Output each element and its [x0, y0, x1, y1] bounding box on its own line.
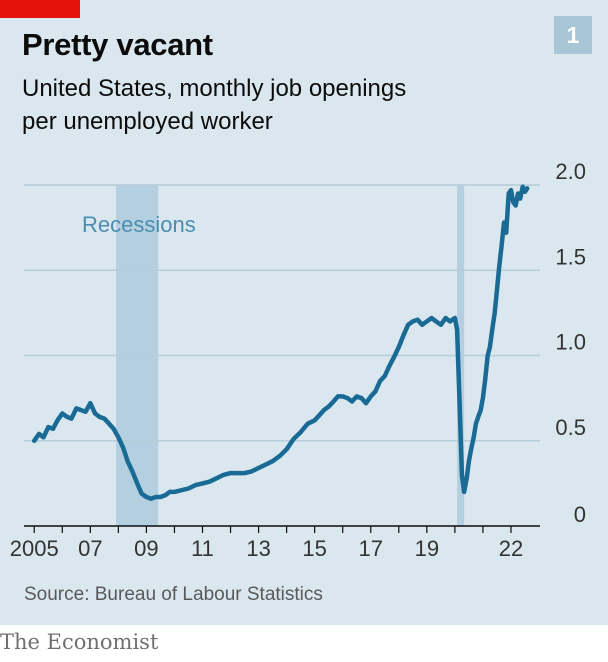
source-note: Source: Bureau of Labour Statistics: [24, 584, 323, 605]
annotation-label: Recessions: [82, 212, 196, 237]
series-line: [31, 184, 530, 501]
brand-tag: [0, 0, 80, 18]
chart-number-badge: 1: [554, 16, 592, 54]
x-tick-label: 15: [302, 536, 326, 561]
x-tick-label: 22: [499, 536, 523, 561]
chart-title: Pretty vacant: [22, 27, 213, 62]
x-tick-label: 19: [415, 536, 439, 561]
x-tick-label: 17: [359, 536, 383, 561]
y-tick-label: 1.0: [555, 330, 586, 355]
chart-card: Pretty vacant 1 United States, monthly j…: [0, 0, 608, 625]
subtitle-line: United States, monthly job openings: [22, 75, 407, 102]
publisher-logo: The Economist: [0, 630, 159, 654]
x-tick-label: 07: [78, 536, 102, 561]
x-tick-label: 2005: [10, 536, 59, 561]
y-tick-label: 2.0: [555, 159, 586, 184]
y-tick-label: 0: [574, 502, 586, 527]
y-tick-label: 1.5: [555, 244, 586, 269]
x-tick-label: 09: [134, 536, 158, 561]
subtitle-line: per unemployed worker: [22, 108, 273, 135]
gridlines: [24, 184, 540, 442]
x-axis: 2005 07 09 11 13 15 17 19 22: [10, 525, 540, 561]
x-tick-label: 13: [246, 536, 270, 561]
chart-subtitle: United States, monthly job openings per …: [22, 72, 482, 138]
annotations: Recessions: [82, 212, 196, 237]
x-tick-label: 11: [191, 536, 214, 561]
y-tick-label: 0.5: [555, 415, 586, 440]
y-axis-labels: 0 0.5 1.0 1.5 2.0: [555, 159, 586, 527]
series-line-path: [31, 184, 530, 501]
line-chart: Recessions 2005 07 09 11 13 15 17 19 22 0 0.5 1.0 1…: [10, 159, 586, 561]
